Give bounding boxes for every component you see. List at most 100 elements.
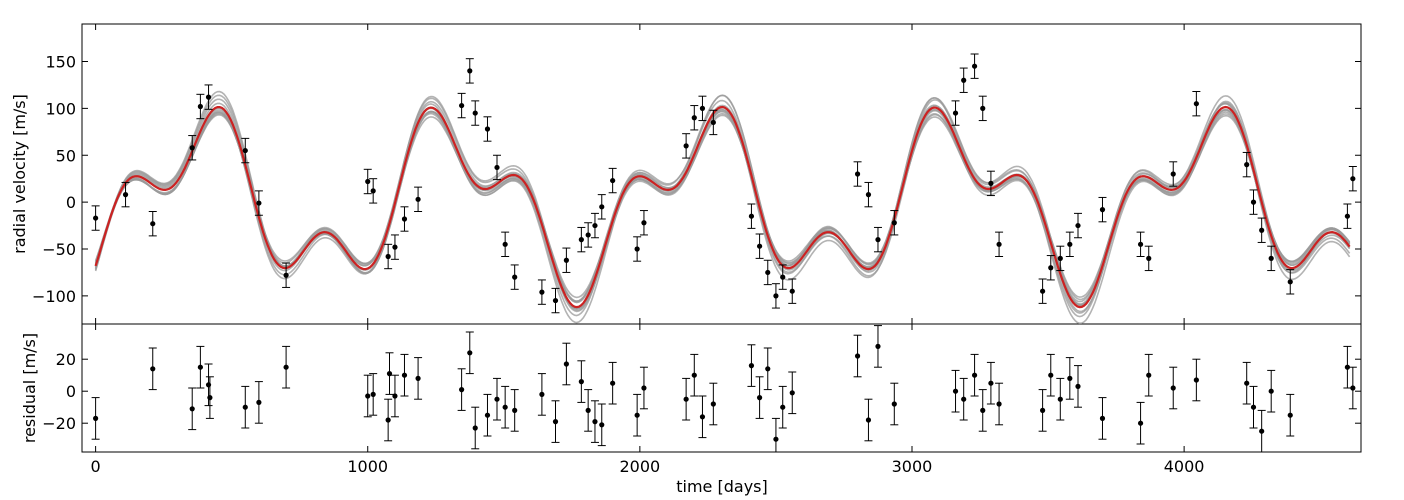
residual-point bbox=[1193, 377, 1199, 383]
observation-point bbox=[415, 196, 421, 202]
observation-point bbox=[610, 177, 616, 184]
residual-point bbox=[1048, 372, 1054, 378]
posterior-sample-line bbox=[94, 110, 1351, 304]
observation-point bbox=[756, 243, 763, 249]
observation-point bbox=[1268, 255, 1274, 261]
posterior-sample-line bbox=[94, 94, 1351, 318]
residual-point bbox=[996, 401, 1002, 407]
top-y-axis-label: radial velocity [m/s] bbox=[10, 94, 29, 254]
residual-point bbox=[748, 363, 755, 369]
top-plot-area bbox=[91, 53, 1357, 325]
observation-point bbox=[748, 213, 755, 219]
residual-point bbox=[854, 353, 861, 359]
residual-point bbox=[1137, 420, 1144, 426]
observation-point bbox=[365, 178, 371, 185]
observation-point bbox=[283, 272, 289, 278]
x-tick-label: 0 bbox=[91, 457, 101, 476]
observation-point bbox=[1099, 207, 1106, 213]
residual-point bbox=[502, 404, 508, 410]
residual-point bbox=[242, 404, 248, 410]
observation-point bbox=[1170, 171, 1176, 177]
observation-point bbox=[952, 110, 959, 116]
observation-point bbox=[1075, 222, 1081, 229]
posterior-sample-line bbox=[94, 90, 1351, 325]
observation-point bbox=[467, 68, 473, 74]
observation-point bbox=[370, 188, 376, 194]
observation-point bbox=[197, 103, 203, 110]
residual-point bbox=[634, 412, 640, 418]
residual-point bbox=[699, 414, 706, 420]
observation-point bbox=[494, 164, 500, 171]
residual-point bbox=[207, 395, 213, 401]
residual-point bbox=[563, 361, 569, 367]
residual-point bbox=[1170, 385, 1176, 391]
residual-point bbox=[1250, 404, 1257, 410]
observation-point bbox=[578, 237, 584, 243]
residual-point bbox=[756, 395, 763, 401]
residual-point bbox=[578, 379, 584, 385]
observation-point bbox=[854, 171, 861, 177]
top-plot-frame bbox=[81, 23, 1362, 325]
residual-point bbox=[773, 436, 779, 442]
bottom-y-tick-label: 0 bbox=[66, 382, 76, 401]
x-tick-label: 4000 bbox=[1164, 457, 1205, 476]
observation-point bbox=[189, 145, 195, 151]
observation-point bbox=[765, 269, 771, 276]
observation-point bbox=[1259, 227, 1265, 233]
residual-point bbox=[1287, 412, 1293, 418]
residual-point bbox=[494, 396, 500, 402]
observation-point bbox=[891, 220, 897, 226]
observation-point bbox=[585, 232, 591, 238]
residual-point bbox=[484, 412, 491, 418]
residual-point bbox=[765, 366, 771, 372]
observation-point bbox=[1048, 265, 1054, 271]
residual-point bbox=[599, 422, 605, 428]
observation-point bbox=[592, 222, 598, 229]
observation-point bbox=[971, 63, 978, 69]
residual-point bbox=[385, 417, 391, 423]
observation-point bbox=[641, 220, 647, 226]
observation-point bbox=[539, 289, 545, 295]
residual-point bbox=[988, 380, 994, 386]
residual-point bbox=[1075, 383, 1081, 389]
residual-point bbox=[610, 380, 616, 386]
residual-point bbox=[539, 391, 545, 397]
residual-point bbox=[952, 388, 959, 394]
observation-point bbox=[710, 119, 716, 126]
x-axis-label: time [days] bbox=[676, 477, 767, 496]
observation-point bbox=[1344, 213, 1350, 219]
observation-point bbox=[961, 77, 967, 83]
residual-point bbox=[467, 350, 473, 356]
residual-point bbox=[971, 372, 978, 378]
residual-point bbox=[683, 396, 689, 402]
residual-point bbox=[1244, 380, 1250, 386]
observation-point bbox=[988, 180, 994, 186]
observation-point bbox=[122, 192, 129, 198]
observation-point bbox=[875, 237, 881, 243]
residual-point bbox=[1067, 375, 1073, 381]
residual-point bbox=[592, 419, 598, 425]
bottom-y-axis-label: residual [m/s] bbox=[20, 333, 39, 443]
observation-point bbox=[93, 215, 99, 221]
residual-point bbox=[641, 385, 647, 391]
x-tick-label: 2000 bbox=[620, 457, 661, 476]
observation-point bbox=[780, 274, 786, 280]
observation-point bbox=[392, 244, 398, 250]
axes-ticks: 0 1000 2000 3000 4000 −100 −50 0 50 100 150 −20 0 20 bbox=[32, 24, 1361, 476]
observation-point bbox=[552, 297, 559, 304]
residual-point bbox=[552, 419, 559, 425]
bottom-plot-frame bbox=[81, 323, 1362, 453]
posterior-sample-line bbox=[94, 97, 1351, 313]
residual-point bbox=[875, 343, 881, 349]
residual-point bbox=[691, 372, 697, 378]
observation-point bbox=[512, 274, 518, 280]
observation-point bbox=[484, 126, 491, 132]
observation-point bbox=[691, 115, 697, 121]
observation-point bbox=[502, 241, 508, 247]
posterior-sample-line bbox=[94, 100, 1351, 314]
residual-point bbox=[1040, 407, 1046, 413]
observation-point bbox=[634, 246, 640, 252]
observation-point bbox=[599, 204, 605, 210]
residual-point bbox=[93, 415, 99, 421]
